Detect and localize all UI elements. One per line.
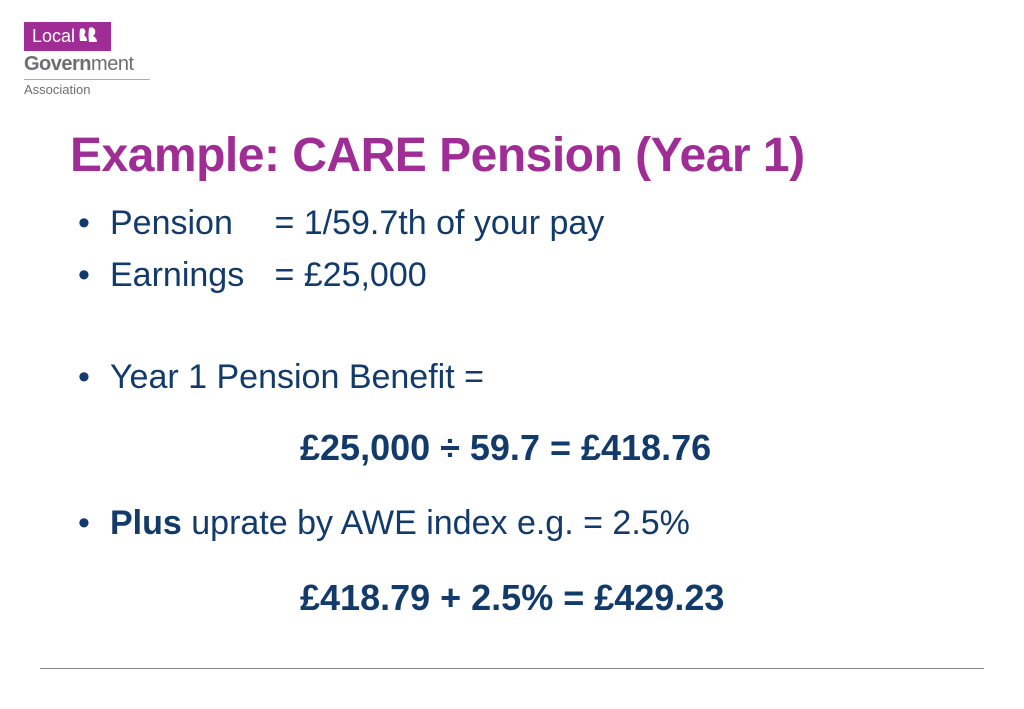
- bullet-list-3: Plus uprate by AWE index e.g. = 2.5%: [70, 501, 954, 547]
- bullet-label: Earnings: [110, 253, 265, 299]
- logo-top-bar: Local: [24, 22, 111, 51]
- bullet-earnings: Earnings = £25,000: [70, 253, 954, 299]
- slide-content: Example: CARE Pension (Year 1) Pension =…: [70, 128, 954, 619]
- lga-logo: Local Government Association: [24, 22, 154, 97]
- bullet-year1-benefit: Year 1 Pension Benefit =: [70, 355, 954, 401]
- bullet-value: = £25,000: [274, 256, 426, 294]
- bullet-list: Pension = 1/59.7th of your pay Earnings …: [70, 201, 954, 299]
- bullet-list-2: Year 1 Pension Benefit =: [70, 355, 954, 401]
- logo-government-text: Government: [24, 53, 154, 76]
- plus-bold: Plus: [110, 504, 182, 542]
- slide-title: Example: CARE Pension (Year 1): [70, 128, 954, 183]
- calculation-1: £25,000 ÷ 59.7 = £418.76: [70, 427, 954, 469]
- bullet-pension: Pension = 1/59.7th of your pay: [70, 201, 954, 247]
- bullet-plus-uprate: Plus uprate by AWE index e.g. = 2.5%: [70, 501, 954, 547]
- logo-association-text: Association: [24, 79, 150, 97]
- footer-rule: [40, 668, 984, 669]
- calculation-2: £418.79 + 2.5% = £429.23: [70, 577, 954, 619]
- uprate-text: uprate by AWE index e.g. = 2.5%: [182, 504, 690, 542]
- bullet-label: Pension: [110, 201, 265, 247]
- bullet-value: = 1/59.7th of your pay: [274, 204, 604, 242]
- logo-local-text: Local: [32, 26, 75, 47]
- silhouette-icon: [77, 27, 103, 47]
